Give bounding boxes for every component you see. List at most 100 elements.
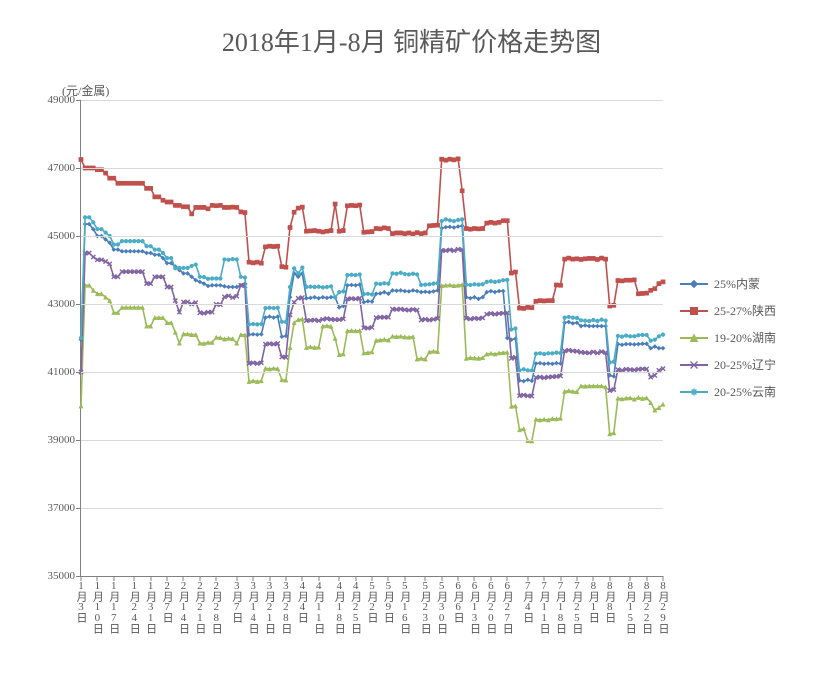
series-marker (132, 239, 136, 243)
series-marker (612, 374, 616, 378)
x-tick-label: 7月4日 (520, 580, 536, 622)
series-marker (481, 226, 485, 230)
series-marker (374, 226, 378, 230)
series-marker (628, 278, 632, 282)
y-tick-label: 35000 (48, 570, 76, 582)
series-marker (546, 299, 550, 303)
x-tick-label: 7月25日 (569, 580, 585, 633)
series-marker (522, 379, 526, 383)
series-marker (267, 244, 271, 248)
series-marker (120, 181, 124, 185)
series-marker (128, 181, 132, 185)
series-marker (210, 276, 214, 280)
legend-item: 25%内蒙 (680, 275, 776, 292)
series-marker (583, 319, 587, 323)
series-marker (616, 278, 620, 282)
series-marker (214, 204, 218, 208)
legend-item: 25-27%陕西 (680, 302, 776, 319)
series-marker (620, 279, 624, 283)
series-marker (153, 248, 157, 252)
series-marker (632, 334, 636, 338)
series-marker (235, 205, 239, 209)
series-marker (251, 332, 255, 336)
series-marker (599, 318, 603, 322)
series-marker (362, 230, 366, 234)
series-marker (91, 255, 95, 259)
x-tick-label: 8月22日 (639, 580, 655, 633)
series-marker (575, 257, 579, 261)
series-marker (448, 218, 452, 222)
series-marker (444, 217, 448, 221)
series-marker (427, 224, 431, 228)
series-marker (231, 257, 235, 261)
series-marker (267, 314, 271, 318)
series-marker (526, 305, 530, 309)
series-marker (87, 215, 91, 219)
series-marker (210, 283, 214, 287)
series-marker (165, 256, 169, 260)
y-tick-label: 45000 (48, 230, 76, 242)
series-marker (161, 198, 165, 202)
series-marker (411, 272, 415, 276)
x-tick-label: 6月20日 (483, 580, 499, 633)
grid-line (81, 236, 663, 237)
x-tick-label: 6月13日 (466, 580, 482, 633)
grid-line (81, 372, 663, 373)
series-marker (124, 239, 128, 243)
y-tick-label: 41000 (48, 366, 76, 378)
series-marker (304, 296, 308, 300)
series-marker (632, 342, 636, 346)
x-tick-label: 2月21日 (192, 580, 208, 633)
series-marker (407, 231, 411, 235)
series-marker (337, 229, 341, 233)
series-marker (456, 157, 460, 161)
series-marker (128, 249, 132, 253)
series-marker (280, 335, 284, 339)
series-marker (149, 186, 153, 190)
series-marker (255, 260, 259, 264)
series-marker (288, 345, 292, 349)
series-marker (415, 272, 419, 276)
series-marker (370, 292, 374, 296)
grid-line (81, 100, 663, 101)
series-marker (403, 272, 407, 276)
series-marker (423, 283, 427, 287)
series-marker (132, 249, 136, 253)
series-marker (341, 228, 345, 232)
series-marker (661, 280, 665, 284)
series-marker (407, 289, 411, 293)
series-line (81, 285, 663, 441)
series-marker (354, 273, 358, 277)
series-marker (497, 220, 501, 224)
series-marker (206, 207, 210, 211)
series-marker (456, 218, 460, 222)
series-marker (267, 306, 271, 310)
series-marker (103, 171, 107, 175)
series-marker (198, 275, 202, 279)
series-marker (177, 203, 181, 207)
series-marker (403, 289, 407, 293)
x-tick-label: 8月8日 (602, 580, 618, 622)
series-marker (661, 346, 665, 350)
series-marker (386, 226, 390, 230)
series-marker (136, 239, 140, 243)
series-marker (636, 292, 640, 296)
series-marker (444, 158, 448, 162)
series-marker (489, 289, 493, 293)
series-marker (394, 289, 398, 293)
series-marker (419, 290, 423, 294)
series-marker (571, 321, 575, 325)
series-marker (587, 256, 591, 260)
series-marker (140, 181, 144, 185)
series-marker (415, 231, 419, 235)
series-marker (231, 285, 235, 289)
series-marker (517, 306, 521, 310)
x-tick-label: 1月10日 (89, 580, 105, 633)
series-marker (194, 205, 198, 209)
series-marker (456, 224, 460, 228)
series-marker (272, 306, 276, 310)
series-marker (394, 272, 398, 276)
series-marker (116, 181, 120, 185)
series-marker (296, 206, 300, 210)
series-marker (116, 242, 120, 246)
